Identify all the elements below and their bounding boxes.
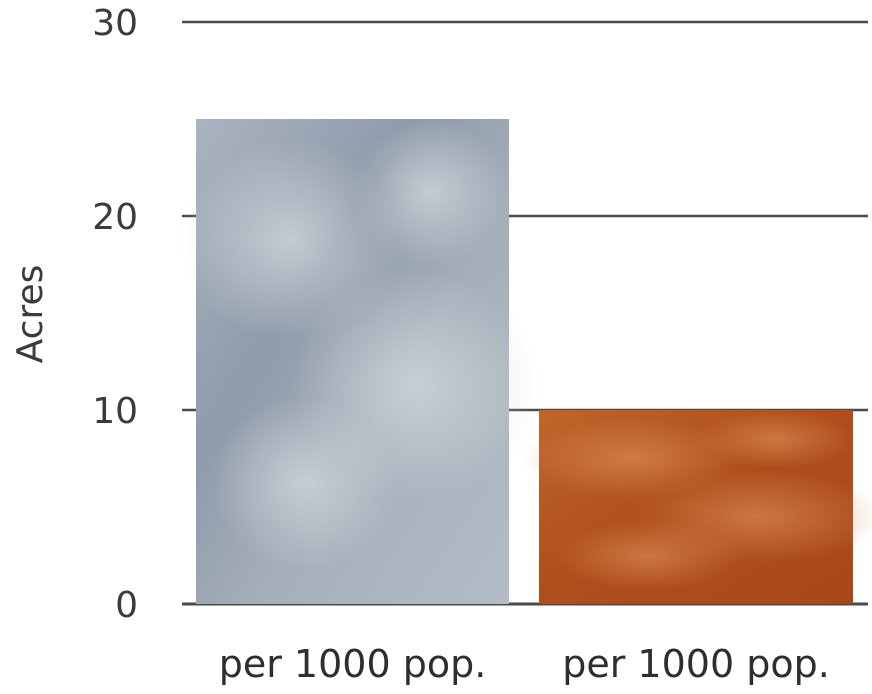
y-axis-title: Acres [10, 265, 51, 364]
y-tick-label: 30 [92, 3, 138, 44]
category-labels: per 1000 pop. per 1000 pop. [219, 642, 830, 686]
bar-texture [696, 410, 853, 469]
bar-texture [554, 520, 744, 591]
bar-texture [211, 395, 400, 571]
bar-texture [352, 119, 509, 265]
y-tick-label: 0 [115, 585, 138, 626]
bar-group [180, 119, 541, 604]
y-tick-labels: 0 10 20 30 [92, 3, 138, 626]
x-category-label: per 1000 pop. [562, 642, 830, 686]
y-tick-label: 20 [92, 197, 138, 238]
y-tick-label: 10 [92, 391, 138, 432]
bars [180, 119, 872, 604]
x-category-label: per 1000 pop. [219, 642, 487, 686]
bar-group [523, 410, 872, 604]
